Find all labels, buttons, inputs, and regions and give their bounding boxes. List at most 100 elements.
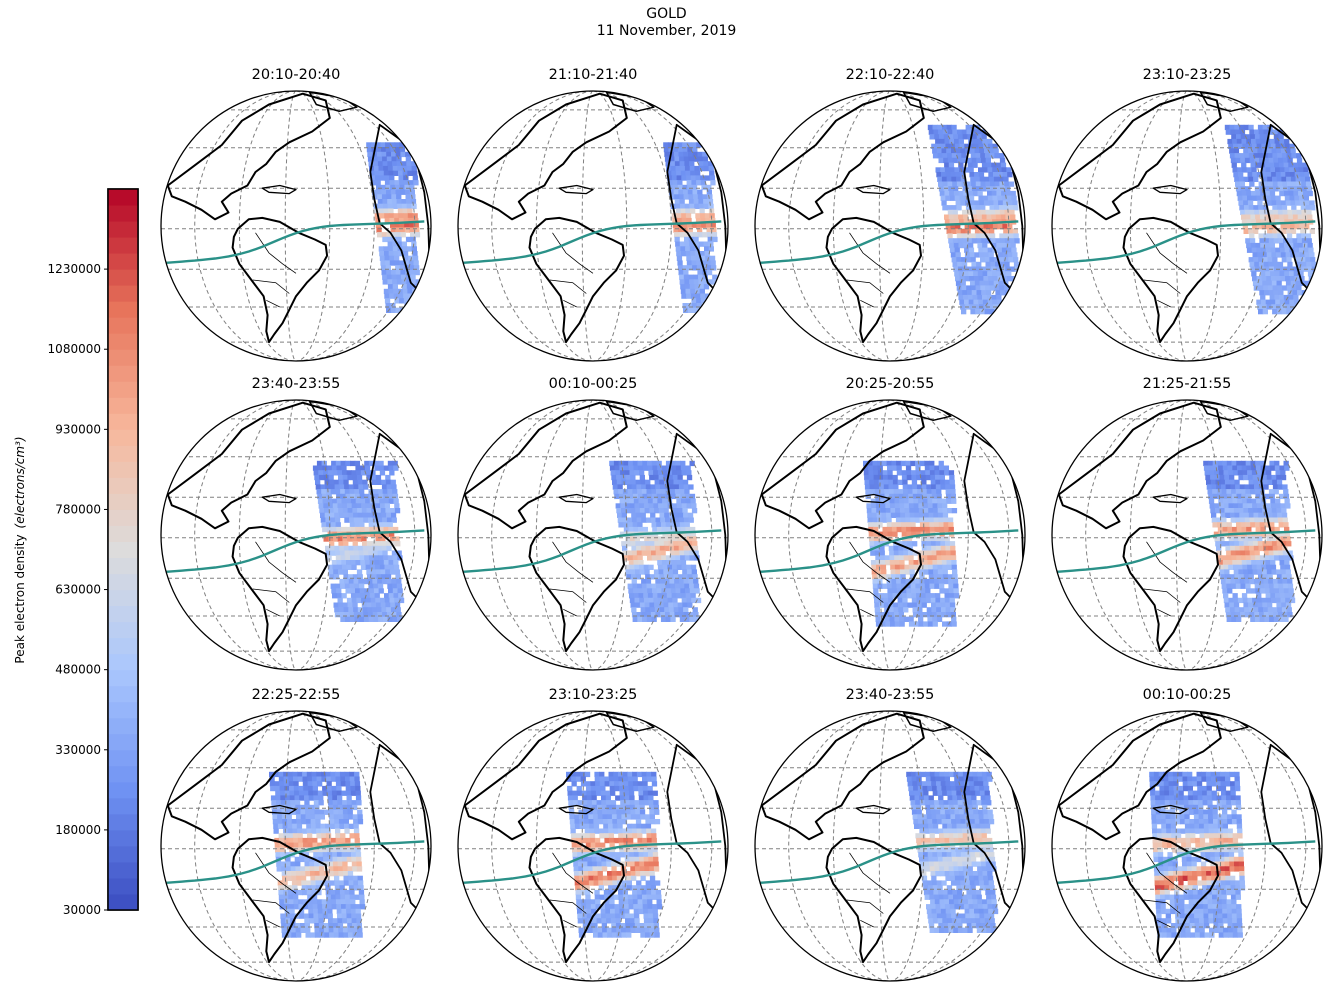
density-cell [647,904,653,910]
density-cell [366,541,373,547]
density-cell [957,134,964,140]
density-cell [677,260,683,266]
density-cell [957,261,963,268]
density-cell [687,189,694,195]
density-cell [372,512,378,518]
density-cell [334,512,340,518]
colorbar-tick-label: 330000 [55,743,101,757]
density-cell [1003,228,1009,234]
density-cell [357,479,363,485]
density-cell [645,545,651,552]
density-cell [337,795,343,801]
density-cell [900,460,907,467]
density-cell [673,545,680,552]
density-cell [396,578,402,585]
density-cell [288,842,295,848]
density-cell [666,170,672,176]
density-cell [607,875,613,881]
density-cell [675,246,681,252]
density-cell [345,894,351,900]
density-cell [996,271,1002,277]
colorbar-band [108,237,138,254]
density-cell [1255,465,1262,471]
density-cell [918,498,924,504]
density-cell [349,612,355,618]
density-cell [880,503,886,509]
density-cell [354,522,360,528]
density-cell [351,503,357,509]
density-cell [1275,167,1281,173]
density-cell [954,195,960,201]
density-cell [361,602,368,608]
density-cell [611,932,618,938]
density-cell [692,232,699,238]
density-cell [628,785,634,792]
density-cell [573,800,579,806]
density-cell [890,512,897,518]
density-cell [889,612,895,618]
density-cell [347,871,354,877]
density-cell [333,508,339,514]
colorbar-band [108,845,138,863]
density-cell [348,823,355,829]
density-cell [647,588,653,594]
density-cell [611,923,617,929]
density-cell [912,602,918,608]
density-cell [878,536,884,542]
density-cell [982,138,988,145]
density-cell [929,465,935,471]
density-cell [1248,508,1254,514]
density-cell [682,222,688,228]
density-cell [387,279,393,285]
density-cell [873,474,879,481]
density-cell [950,195,956,201]
density-cell [1252,569,1258,575]
density-cell [615,923,622,929]
density-cell [674,489,681,495]
density-cell [991,190,997,197]
density-cell [359,588,365,594]
density-cell [1296,209,1303,216]
density-cell [397,165,403,172]
density-cell [1250,460,1256,467]
density-cell [304,913,310,919]
density-cell [629,470,635,476]
density-cell [389,217,395,224]
density-cell [334,880,340,886]
density-cell [635,866,641,872]
density-cell [944,597,951,604]
density-cell [307,776,313,782]
density-cell [618,489,624,495]
density-cell [1247,564,1253,570]
density-cell [625,536,631,542]
density-cell [677,536,683,542]
density-cell [615,861,621,867]
density-cell [1248,228,1254,234]
density-cell [320,484,326,490]
density-cell [911,470,917,476]
density-cell [980,205,986,211]
density-cell [360,564,367,570]
density-cell [1289,224,1296,230]
density-cell [392,493,399,500]
density-cell [1259,290,1265,296]
density-cell [588,880,595,886]
density-cell [370,180,376,186]
density-cell [277,814,283,820]
density-cell [1231,134,1237,140]
density-cell [944,479,951,485]
density-cell [672,180,678,186]
density-cell [644,508,650,514]
density-cell [1271,200,1277,206]
density-cell [630,602,636,608]
colorbar-band [108,285,138,302]
density-cell [883,474,889,481]
density-cell [637,588,644,594]
density-cell [1246,526,1252,533]
density-cell [358,517,364,523]
density-cell [1293,271,1299,277]
density-cell [968,219,974,225]
density-cell [632,776,638,782]
density-cell [392,284,398,290]
density-cell [1285,172,1291,178]
